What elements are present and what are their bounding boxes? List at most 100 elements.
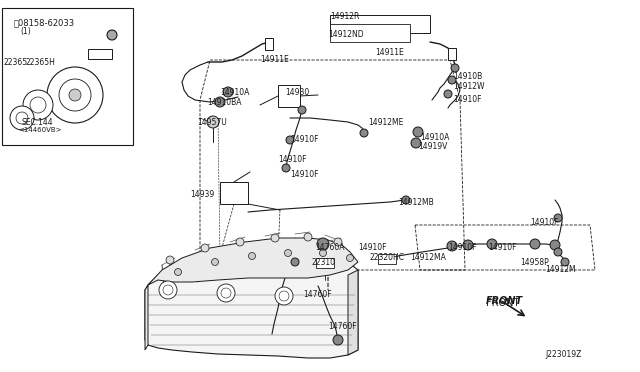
- Text: 14912MB: 14912MB: [398, 198, 434, 207]
- Circle shape: [163, 285, 173, 295]
- Polygon shape: [145, 252, 358, 358]
- Text: 14910F: 14910F: [488, 243, 516, 252]
- Circle shape: [554, 214, 562, 222]
- Bar: [88, 49, 112, 59]
- Circle shape: [201, 244, 209, 252]
- Circle shape: [447, 241, 457, 251]
- Circle shape: [444, 90, 452, 98]
- Text: 14911E: 14911E: [260, 55, 289, 64]
- Text: 14939: 14939: [190, 190, 214, 199]
- Text: Ⓑ08158-62033: Ⓑ08158-62033: [14, 18, 75, 27]
- Circle shape: [107, 30, 117, 40]
- Text: 14760A: 14760A: [315, 243, 344, 252]
- Text: 14958P: 14958P: [520, 258, 548, 267]
- Text: 14910F: 14910F: [290, 135, 319, 144]
- Circle shape: [166, 256, 174, 264]
- Circle shape: [223, 87, 233, 97]
- Circle shape: [298, 106, 306, 114]
- Circle shape: [346, 254, 353, 262]
- Circle shape: [448, 76, 456, 84]
- Circle shape: [30, 97, 46, 113]
- Text: 14910F: 14910F: [278, 155, 307, 164]
- Circle shape: [10, 106, 34, 130]
- Circle shape: [319, 250, 326, 257]
- Text: 22310: 22310: [312, 258, 336, 267]
- Text: <14460VB>: <14460VB>: [18, 127, 61, 133]
- Circle shape: [69, 89, 81, 101]
- Text: 14910F: 14910F: [358, 243, 387, 252]
- Bar: [330, 15, 430, 33]
- Circle shape: [304, 233, 312, 241]
- Circle shape: [285, 250, 291, 257]
- Circle shape: [211, 259, 218, 266]
- Circle shape: [159, 281, 177, 299]
- Text: 14910BA: 14910BA: [207, 98, 241, 107]
- Text: 14912ME: 14912ME: [368, 118, 403, 127]
- Text: SEC.144: SEC.144: [22, 118, 54, 127]
- Bar: [378, 254, 396, 264]
- Circle shape: [175, 269, 182, 276]
- Text: 14910F: 14910F: [530, 218, 559, 227]
- Circle shape: [360, 129, 368, 137]
- Text: 14911E: 14911E: [375, 48, 404, 57]
- Circle shape: [282, 164, 290, 172]
- Circle shape: [561, 258, 569, 266]
- Circle shape: [554, 248, 562, 256]
- Text: 14910F: 14910F: [453, 95, 481, 104]
- Text: FRONT: FRONT: [486, 298, 520, 308]
- Circle shape: [413, 127, 423, 137]
- Circle shape: [286, 136, 294, 144]
- Text: 14760F: 14760F: [303, 290, 332, 299]
- Bar: [265, 38, 273, 50]
- Text: 14957U: 14957U: [197, 118, 227, 127]
- Text: J223019Z: J223019Z: [545, 350, 581, 359]
- Text: 14910A: 14910A: [420, 133, 449, 142]
- Text: 14912R: 14912R: [330, 12, 360, 21]
- Circle shape: [451, 64, 459, 72]
- Circle shape: [23, 90, 53, 120]
- Circle shape: [334, 238, 342, 246]
- Text: 22365H: 22365H: [26, 58, 56, 67]
- Circle shape: [16, 112, 28, 124]
- Text: (1): (1): [20, 27, 31, 36]
- Bar: [2, 8, 133, 145]
- Text: 22320HC: 22320HC: [370, 253, 405, 262]
- Circle shape: [550, 240, 560, 250]
- Text: 14912ND: 14912ND: [328, 30, 364, 39]
- Circle shape: [221, 288, 231, 298]
- Bar: [278, 85, 300, 107]
- Text: 22365: 22365: [4, 58, 28, 67]
- Text: 14930: 14930: [285, 88, 309, 97]
- Polygon shape: [348, 270, 358, 355]
- Text: 14910A: 14910A: [220, 88, 250, 97]
- Circle shape: [217, 284, 235, 302]
- Circle shape: [59, 79, 91, 111]
- Polygon shape: [148, 238, 358, 285]
- Circle shape: [47, 67, 103, 123]
- Circle shape: [317, 238, 329, 250]
- Bar: [330, 24, 410, 42]
- Circle shape: [333, 335, 343, 345]
- Circle shape: [275, 287, 293, 305]
- Polygon shape: [145, 285, 148, 350]
- Circle shape: [487, 239, 497, 249]
- Text: 14912M: 14912M: [545, 265, 575, 274]
- Circle shape: [402, 196, 410, 204]
- Circle shape: [530, 239, 540, 249]
- Text: 14910B: 14910B: [453, 72, 483, 81]
- Bar: [448, 48, 456, 60]
- Text: 14912MA: 14912MA: [410, 253, 446, 262]
- Circle shape: [279, 291, 289, 301]
- Text: 14912W: 14912W: [453, 82, 484, 91]
- Text: 14910F: 14910F: [290, 170, 319, 179]
- Circle shape: [248, 253, 255, 260]
- Bar: [316, 258, 334, 268]
- Circle shape: [463, 240, 473, 250]
- Circle shape: [215, 97, 225, 107]
- Circle shape: [411, 138, 421, 148]
- Text: 14919V: 14919V: [418, 142, 447, 151]
- Text: 14760F: 14760F: [328, 322, 356, 331]
- Circle shape: [236, 238, 244, 246]
- Bar: [220, 182, 248, 204]
- Text: FRONT: FRONT: [486, 296, 523, 306]
